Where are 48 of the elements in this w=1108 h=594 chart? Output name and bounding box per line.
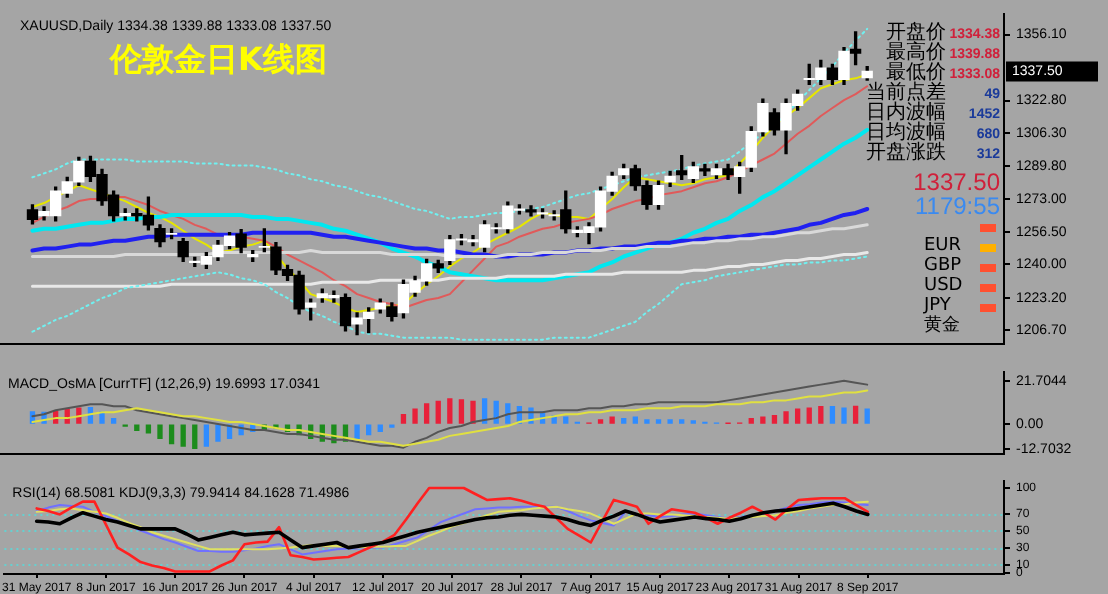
bar [771, 414, 778, 424]
bar [829, 406, 836, 424]
bar [852, 405, 859, 424]
bar [748, 418, 754, 424]
bar [470, 400, 476, 424]
text: 最高价 [886, 40, 946, 65]
text: USD [924, 276, 963, 297]
bar [145, 424, 152, 434]
line-series [31, 255, 869, 341]
bar [110, 418, 117, 424]
text: JPY [922, 296, 952, 317]
annotation: 开盘涨跌 [866, 140, 946, 165]
bar [377, 424, 383, 432]
text: 伦敦金日K线图 [108, 40, 327, 79]
bar [806, 407, 812, 424]
bar [168, 424, 175, 445]
bar [192, 424, 198, 449]
bar [412, 408, 418, 424]
bar [458, 399, 465, 424]
bar [563, 416, 569, 424]
bar [366, 424, 372, 436]
bar [435, 400, 441, 424]
bar [180, 424, 186, 447]
bar [760, 416, 766, 424]
bar [423, 403, 430, 424]
bar [794, 408, 801, 424]
bar [354, 424, 360, 439]
bar [783, 411, 789, 424]
text: 开盘价 [886, 20, 946, 45]
bar [215, 424, 221, 442]
text: 1337.50 [913, 168, 1001, 197]
bar [841, 407, 847, 424]
bar [818, 406, 824, 424]
bar [203, 424, 210, 447]
text: 黄金 [924, 314, 960, 337]
bar [621, 418, 627, 424]
bar [134, 424, 140, 431]
bar [632, 416, 638, 424]
bar [400, 413, 407, 424]
bar [864, 408, 870, 424]
bar [157, 424, 163, 439]
candlestick [525, 205, 537, 217]
text: 1179:55 [915, 192, 1001, 221]
text: EUR [924, 236, 962, 257]
text: GBP [924, 256, 963, 277]
annotation: 日均波幅 [866, 120, 946, 145]
bar [447, 398, 453, 424]
bar [609, 416, 615, 424]
